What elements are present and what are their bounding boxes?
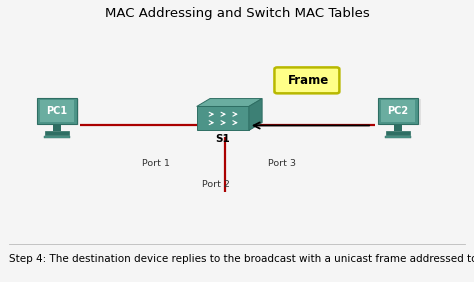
Bar xyxy=(53,124,61,131)
FancyBboxPatch shape xyxy=(378,98,418,124)
Text: PC2: PC2 xyxy=(388,106,409,116)
Text: PC1: PC1 xyxy=(46,106,67,116)
Text: Frame: Frame xyxy=(287,74,329,87)
Text: MAC Addressing and Switch MAC Tables: MAC Addressing and Switch MAC Tables xyxy=(105,7,369,20)
Bar xyxy=(386,131,410,135)
FancyBboxPatch shape xyxy=(39,99,79,125)
Bar xyxy=(45,131,69,135)
Text: Port 2: Port 2 xyxy=(202,180,229,190)
FancyBboxPatch shape xyxy=(40,100,73,122)
Bar xyxy=(394,124,402,131)
FancyBboxPatch shape xyxy=(36,98,77,124)
Text: Port 1: Port 1 xyxy=(143,159,170,168)
Text: Step 4: The destination device replies to the broadcast with a unicast frame add: Step 4: The destination device replies t… xyxy=(9,254,474,264)
FancyBboxPatch shape xyxy=(380,99,420,125)
Text: Port 3: Port 3 xyxy=(268,159,296,168)
Polygon shape xyxy=(197,107,249,130)
FancyBboxPatch shape xyxy=(274,67,339,93)
Text: S1: S1 xyxy=(215,134,230,144)
Bar xyxy=(385,136,411,138)
Polygon shape xyxy=(249,99,262,130)
FancyBboxPatch shape xyxy=(381,100,415,122)
Polygon shape xyxy=(197,99,262,107)
Bar xyxy=(44,136,70,138)
